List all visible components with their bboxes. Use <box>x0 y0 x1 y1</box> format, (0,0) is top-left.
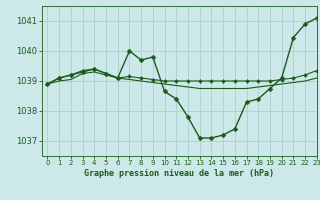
X-axis label: Graphe pression niveau de la mer (hPa): Graphe pression niveau de la mer (hPa) <box>84 169 274 178</box>
